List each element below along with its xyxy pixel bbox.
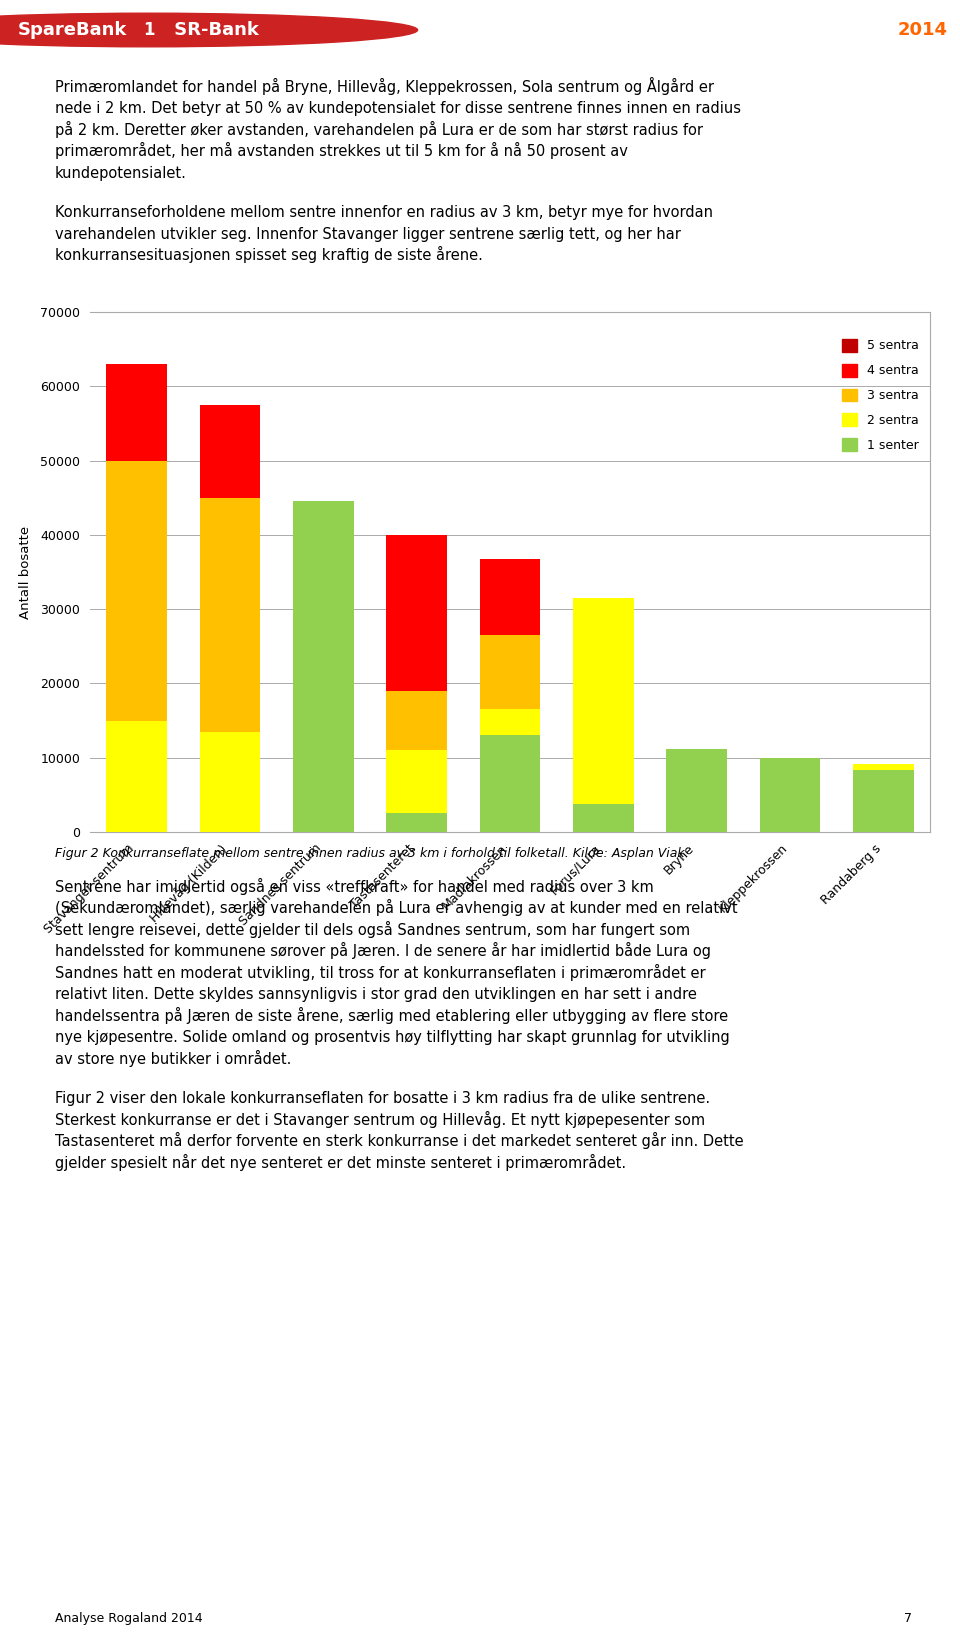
- Text: Sandnes hatt en moderat utvikling, til tross for at konkurranseflaten i primærom: Sandnes hatt en moderat utvikling, til t…: [55, 964, 706, 981]
- Bar: [480, 636, 540, 710]
- Bar: [666, 749, 727, 831]
- Bar: [480, 736, 540, 831]
- Text: Konkurranseforholdene mellom sentre innenfor en radius av 3 km, betyr mye for hv: Konkurranseforholdene mellom sentre inne…: [55, 205, 713, 220]
- Text: gjelder spesielt når det nye senteret er det minste senteret i primærområdet.: gjelder spesielt når det nye senteret er…: [55, 1153, 626, 1171]
- Text: relativt liten. Dette skyldes sannsynligvis i stor grad den utviklingen en har s: relativt liten. Dette skyldes sannsynlig…: [55, 987, 697, 1002]
- Text: Sterkest konkurranse er det i Stavanger sentrum og Hillevåg. Et nytt kjøpepesent: Sterkest konkurranse er det i Stavanger …: [55, 1111, 706, 1129]
- Bar: [853, 764, 914, 771]
- Bar: [480, 559, 540, 636]
- Text: Analyse Rogaland 2014: Analyse Rogaland 2014: [55, 1612, 203, 1625]
- Bar: [853, 771, 914, 831]
- Text: Sentrene har imidlertid også en viss «treffkraft» for handel med radius over 3 k: Sentrene har imidlertid også en viss «tr…: [55, 877, 654, 895]
- Text: SR-Bank: SR-Bank: [168, 21, 259, 39]
- Text: VAREHANDELSRAPPORTEN: VAREHANDELSRAPPORTEN: [643, 21, 920, 39]
- Text: Figur 2 Konkurranseflate mellom sentre innen radius av 3 km i forhold til folket: Figur 2 Konkurranseflate mellom sentre i…: [55, 848, 684, 859]
- Text: SpareBank: SpareBank: [17, 21, 127, 39]
- Bar: [200, 731, 260, 831]
- Text: kundepotensialet.: kundepotensialet.: [55, 166, 187, 181]
- Bar: [386, 536, 447, 690]
- Bar: [107, 460, 167, 721]
- Bar: [386, 751, 447, 813]
- Text: nede i 2 km. Det betyr at 50 % av kundepotensialet for disse sentrene finnes inn: nede i 2 km. Det betyr at 50 % av kundep…: [55, 102, 741, 117]
- Text: Figur 2 viser den lokale konkurranseflaten for bosatte i 3 km radius fra de ulik: Figur 2 viser den lokale konkurranseflat…: [55, 1091, 710, 1106]
- Bar: [200, 498, 260, 731]
- Legend: 5 sentra, 4 sentra, 3 sentra, 2 sentra, 1 senter: 5 sentra, 4 sentra, 3 sentra, 2 sentra, …: [837, 334, 924, 457]
- Text: handelssted for kommunene sørover på Jæren. I de senere år har imidlertid både L: handelssted for kommunene sørover på Jær…: [55, 943, 711, 960]
- Text: handelssentra på Jæren de siste årene, særlig med etablering eller utbygging av : handelssentra på Jæren de siste årene, s…: [55, 1007, 728, 1024]
- Text: 2014: 2014: [898, 21, 948, 39]
- Circle shape: [0, 13, 418, 46]
- Text: Tastasenteret må derfor forvente en sterk konkurranse i det markedet senteret gå: Tastasenteret må derfor forvente en ster…: [55, 1132, 744, 1150]
- Text: primærområdet, her må avstanden strekkes ut til 5 km for å nå 50 prosent av: primærområdet, her må avstanden strekkes…: [55, 143, 628, 159]
- Bar: [200, 404, 260, 498]
- Text: sett lengre reisevei, dette gjelder til dels også Sandnes sentrum, som har funge: sett lengre reisevei, dette gjelder til …: [55, 922, 690, 938]
- Text: (Sekundæromlandet), særlig varehandelen på Lura er avhengig av at kunder med en : (Sekundæromlandet), særlig varehandelen …: [55, 899, 737, 917]
- Text: konkurransesituasjonen spisset seg kraftig de siste årene.: konkurransesituasjonen spisset seg kraft…: [55, 246, 483, 263]
- Bar: [480, 710, 540, 736]
- Text: 1: 1: [143, 21, 155, 39]
- Text: av store nye butikker i området.: av store nye butikker i området.: [55, 1050, 292, 1066]
- Bar: [293, 501, 353, 831]
- Text: på 2 km. Deretter øker avstanden, varehandelen på Lura er de som har størst radi: på 2 km. Deretter øker avstanden, vareha…: [55, 122, 703, 138]
- Bar: [107, 365, 167, 460]
- Text: varehandelen utvikler seg. Innenfor Stavanger ligger sentrene særlig tett, og he: varehandelen utvikler seg. Innenfor Stav…: [55, 227, 681, 242]
- Y-axis label: Antall bosatte: Antall bosatte: [19, 526, 32, 618]
- Text: 7: 7: [904, 1612, 912, 1625]
- Bar: [386, 690, 447, 751]
- Bar: [386, 813, 447, 831]
- Bar: [759, 759, 821, 831]
- Text: Primæromlandet for handel på Bryne, Hillevåg, Kleppekrossen, Sola sentrum og Ålg: Primæromlandet for handel på Bryne, Hill…: [55, 77, 714, 95]
- Bar: [107, 721, 167, 831]
- Bar: [573, 803, 634, 831]
- Bar: [573, 598, 634, 803]
- Text: nye kjøpesentre. Solide omland og prosentvis høy tilflytting har skapt grunnlag : nye kjøpesentre. Solide omland og prosen…: [55, 1030, 730, 1045]
